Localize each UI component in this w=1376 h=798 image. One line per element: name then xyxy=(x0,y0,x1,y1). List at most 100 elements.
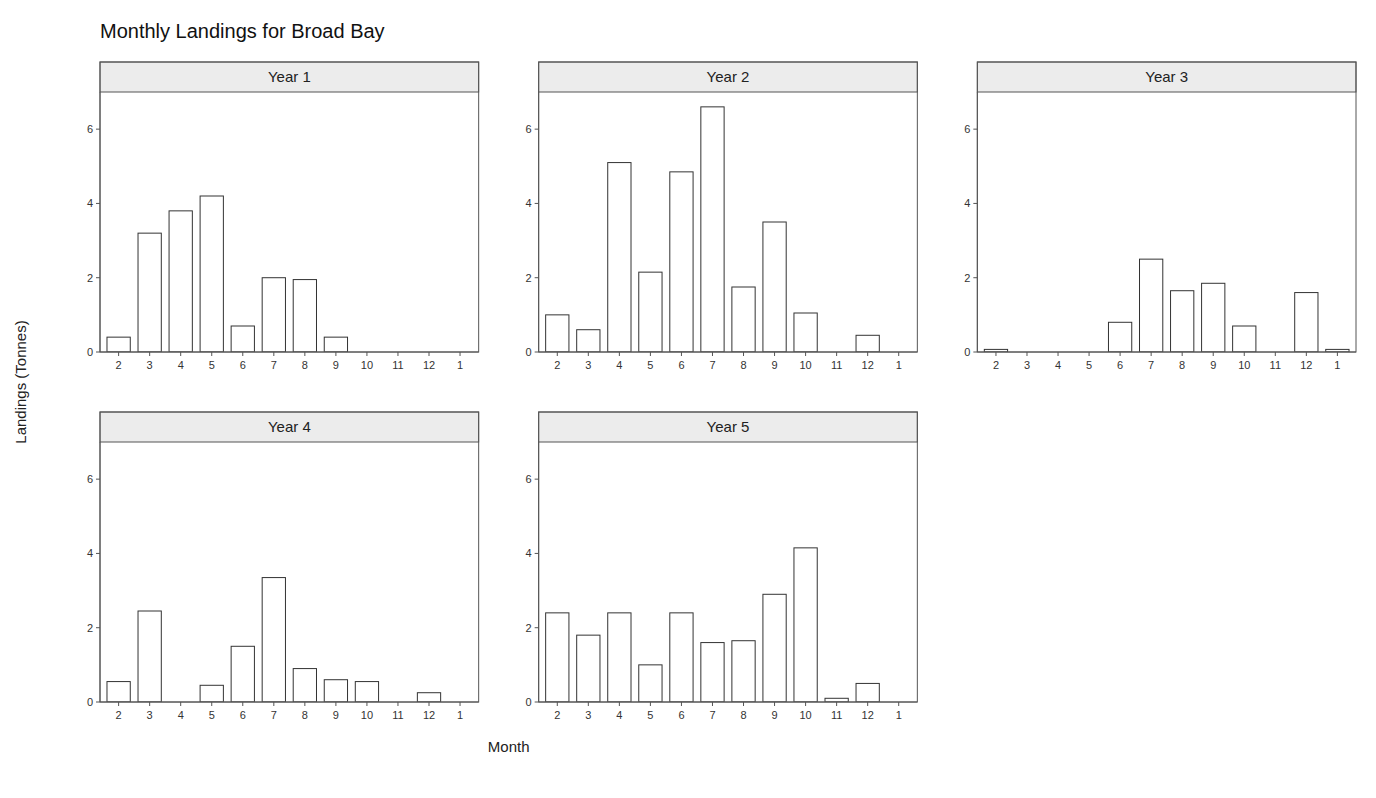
x-tick xyxy=(242,702,243,706)
y-tick-label: 0 xyxy=(526,346,532,358)
bars xyxy=(984,259,1349,352)
background xyxy=(0,0,1376,798)
x-tick-label: 11 xyxy=(831,709,842,721)
x-tick-label: 11 xyxy=(1270,359,1281,371)
x-tick xyxy=(867,702,868,706)
x-tick xyxy=(898,702,899,706)
x-tick xyxy=(304,352,305,356)
x-tick xyxy=(898,352,899,356)
facet-strip xyxy=(539,412,918,442)
facet-strip xyxy=(100,412,479,442)
x-tick-label: 5 xyxy=(647,359,653,371)
bars xyxy=(546,548,880,702)
bar xyxy=(107,337,130,352)
y-tick xyxy=(96,129,100,130)
y-tick xyxy=(535,352,539,353)
facet-border xyxy=(977,62,1356,352)
x-tick xyxy=(211,702,212,706)
bar xyxy=(1295,293,1318,352)
x-tick xyxy=(273,352,274,356)
y-tick xyxy=(96,203,100,204)
x-tick-label: 11 xyxy=(831,359,842,371)
y-tick-label: 6 xyxy=(87,473,93,485)
y-tick-label: 6 xyxy=(526,123,532,135)
facet-title: Year 1 xyxy=(268,68,311,85)
x-tick-label: 3 xyxy=(585,709,591,721)
x-tick xyxy=(1275,352,1276,356)
x-tick xyxy=(1244,352,1245,356)
x-tick-label: 9 xyxy=(771,709,777,721)
x-tick-label: 12 xyxy=(423,709,435,721)
bar xyxy=(138,233,161,352)
bar xyxy=(701,107,724,352)
facet-strip xyxy=(539,62,918,92)
x-tick-label: 1 xyxy=(896,359,902,371)
y-tick-label: 4 xyxy=(526,197,532,209)
x-tick-label: 3 xyxy=(147,709,153,721)
x-tick xyxy=(650,352,651,356)
bar xyxy=(293,280,316,352)
x-tick xyxy=(397,352,398,356)
x-tick xyxy=(557,702,558,706)
facet-title: Year 3 xyxy=(1145,68,1188,85)
x-tick xyxy=(1089,352,1090,356)
bar xyxy=(138,611,161,702)
bar xyxy=(262,578,285,702)
bar xyxy=(639,665,662,702)
bar xyxy=(324,337,347,352)
x-tick xyxy=(836,702,837,706)
y-tick xyxy=(535,553,539,554)
y-tick-label: 2 xyxy=(87,272,93,284)
bar xyxy=(1202,283,1225,352)
bar xyxy=(856,683,879,702)
y-tick xyxy=(535,277,539,278)
bar xyxy=(546,613,569,702)
x-tick-label: 8 xyxy=(740,709,746,721)
bar xyxy=(355,682,378,702)
x-tick-label: 7 xyxy=(271,709,277,721)
x-tick-label: 7 xyxy=(709,359,715,371)
x-tick xyxy=(1151,352,1152,356)
x-tick xyxy=(681,702,682,706)
y-tick-label: 4 xyxy=(87,197,93,209)
x-tick xyxy=(429,702,430,706)
facet-border xyxy=(539,62,918,352)
x-tick xyxy=(619,702,620,706)
facet-border xyxy=(100,62,479,352)
x-tick-label: 8 xyxy=(302,709,308,721)
bar xyxy=(231,326,254,352)
y-tick-label: 6 xyxy=(964,123,970,135)
x-tick xyxy=(149,702,150,706)
facet: Year 50246234567891011121 xyxy=(526,412,918,721)
bar xyxy=(794,548,817,702)
x-tick xyxy=(681,352,682,356)
x-tick xyxy=(1213,352,1214,356)
x-tick-label: 2 xyxy=(554,709,560,721)
x-tick-label: 10 xyxy=(799,359,811,371)
bar xyxy=(1140,259,1163,352)
x-tick xyxy=(743,352,744,356)
x-tick xyxy=(805,702,806,706)
x-tick xyxy=(743,702,744,706)
y-tick xyxy=(973,129,977,130)
y-tick xyxy=(535,702,539,703)
x-tick-label: 12 xyxy=(423,359,435,371)
y-tick-label: 6 xyxy=(526,473,532,485)
x-tick-label: 6 xyxy=(678,359,684,371)
y-tick xyxy=(535,203,539,204)
x-tick-label: 9 xyxy=(771,359,777,371)
x-tick-label: 10 xyxy=(1238,359,1250,371)
x-tick-label: 5 xyxy=(209,709,215,721)
x-tick-label: 6 xyxy=(240,359,246,371)
x-tick xyxy=(366,352,367,356)
bar xyxy=(856,335,879,352)
x-tick xyxy=(1120,352,1121,356)
x-tick-label: 6 xyxy=(1117,359,1123,371)
x-tick xyxy=(712,702,713,706)
x-tick-label: 5 xyxy=(209,359,215,371)
x-tick xyxy=(557,352,558,356)
x-tick xyxy=(1306,352,1307,356)
y-tick xyxy=(973,203,977,204)
facet-border xyxy=(539,412,918,702)
y-tick-label: 0 xyxy=(964,346,970,358)
